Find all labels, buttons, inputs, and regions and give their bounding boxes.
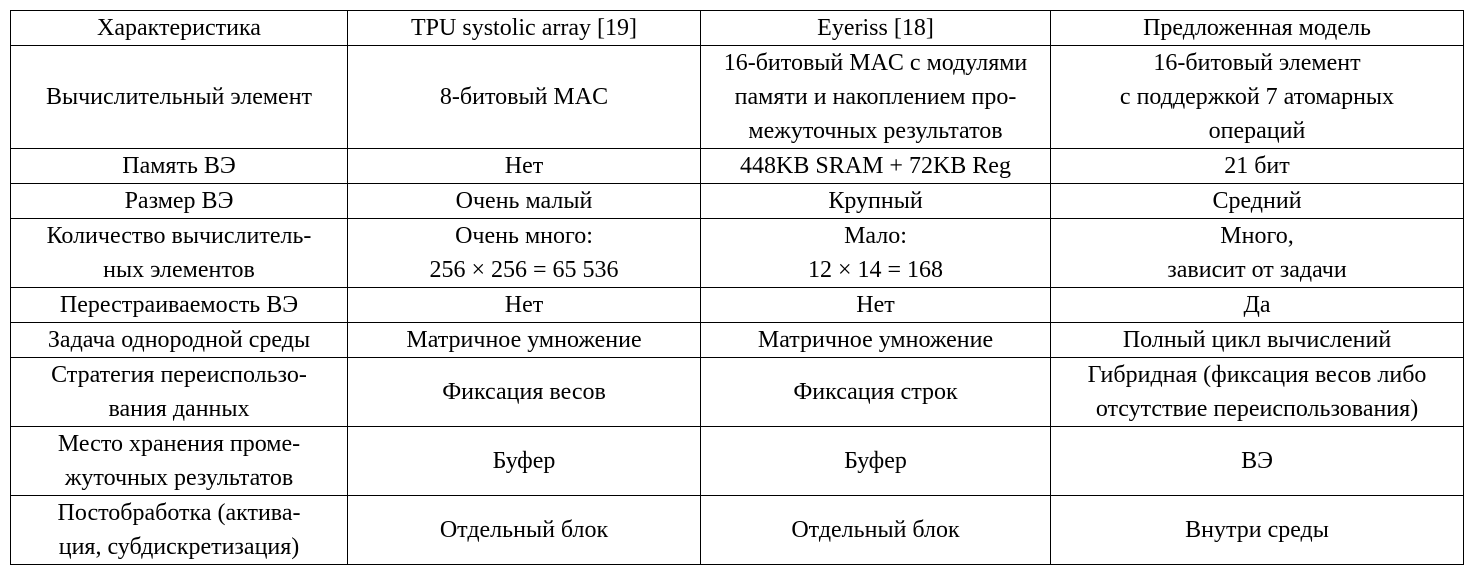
table-row: Количество вычислитель- ных элементов Оч…	[10, 218, 1464, 288]
table-header-row: Характеристика TPU systolic array [19] E…	[10, 10, 1464, 46]
table-cell: Гибридная (фиксация весов либо отсутстви…	[1050, 357, 1464, 427]
row-label: Перестраиваемость ВЭ	[10, 287, 348, 323]
header-proposed-model: Предложенная модель	[1050, 10, 1464, 46]
table-cell: Средний	[1050, 183, 1464, 219]
table-cell: 448KB SRAM + 72KB Reg	[700, 148, 1051, 184]
table-cell: Внутри среды	[1050, 495, 1464, 565]
row-label: Место хранения проме- жуточных результат…	[10, 426, 348, 496]
table-row: Стратегия переиспользо- вания данных Фик…	[10, 357, 1464, 427]
row-label: Количество вычислитель- ных элементов	[10, 218, 348, 288]
table-cell: ВЭ	[1050, 426, 1464, 496]
table-cell: Мало: 12 × 14 = 168	[700, 218, 1051, 288]
table-cell: Крупный	[700, 183, 1051, 219]
table-cell: Отдельный блок	[700, 495, 1051, 565]
table-row: Задача однородной среды Матричное умноже…	[10, 322, 1464, 358]
row-label: Вычислительный элемент	[10, 45, 348, 149]
table-cell: Матричное умножение	[700, 322, 1051, 358]
table-cell: 21 бит	[1050, 148, 1464, 184]
table-cell: Фиксация весов	[347, 357, 701, 427]
table-cell: Много, зависит от задачи	[1050, 218, 1464, 288]
header-tpu: TPU systolic array [19]	[347, 10, 701, 46]
table-cell: Да	[1050, 287, 1464, 323]
comparison-table: Характеристика TPU systolic array [19] E…	[10, 10, 1464, 565]
table-cell: Нет	[347, 287, 701, 323]
table-cell: Очень малый	[347, 183, 701, 219]
table-cell: Полный цикл вычислений	[1050, 322, 1464, 358]
table-cell: 16-битовый элемент с поддержкой 7 атомар…	[1050, 45, 1464, 149]
row-label: Задача однородной среды	[10, 322, 348, 358]
table-row: Постобработка (актива- ция, субдискретиз…	[10, 495, 1464, 565]
table-cell: Отдельный блок	[347, 495, 701, 565]
table-cell: Матричное умножение	[347, 322, 701, 358]
row-label: Постобработка (актива- ция, субдискретиз…	[10, 495, 348, 565]
table-cell: Нет	[700, 287, 1051, 323]
header-characteristic: Характеристика	[10, 10, 348, 46]
table-row: Память ВЭ Нет 448KB SRAM + 72KB Reg 21 б…	[10, 148, 1464, 184]
row-label: Размер ВЭ	[10, 183, 348, 219]
table-row: Место хранения проме- жуточных результат…	[10, 426, 1464, 496]
table-cell: Очень много: 256 × 256 = 65 536	[347, 218, 701, 288]
table-cell: 16-битовый MAC с модулями памяти и накоп…	[700, 45, 1051, 149]
table-cell: Фиксация строк	[700, 357, 1051, 427]
header-eyeriss: Eyeriss [18]	[700, 10, 1051, 46]
table-cell: 8-битовый MAC	[347, 45, 701, 149]
row-label: Память ВЭ	[10, 148, 348, 184]
table-cell: Нет	[347, 148, 701, 184]
table-cell: Буфер	[700, 426, 1051, 496]
table-row: Вычислительный элемент 8-битовый MAC 16-…	[10, 45, 1464, 149]
table-cell: Буфер	[347, 426, 701, 496]
table-row: Перестраиваемость ВЭ Нет Нет Да	[10, 287, 1464, 323]
table-row: Размер ВЭ Очень малый Крупный Средний	[10, 183, 1464, 219]
row-label: Стратегия переиспользо- вания данных	[10, 357, 348, 427]
